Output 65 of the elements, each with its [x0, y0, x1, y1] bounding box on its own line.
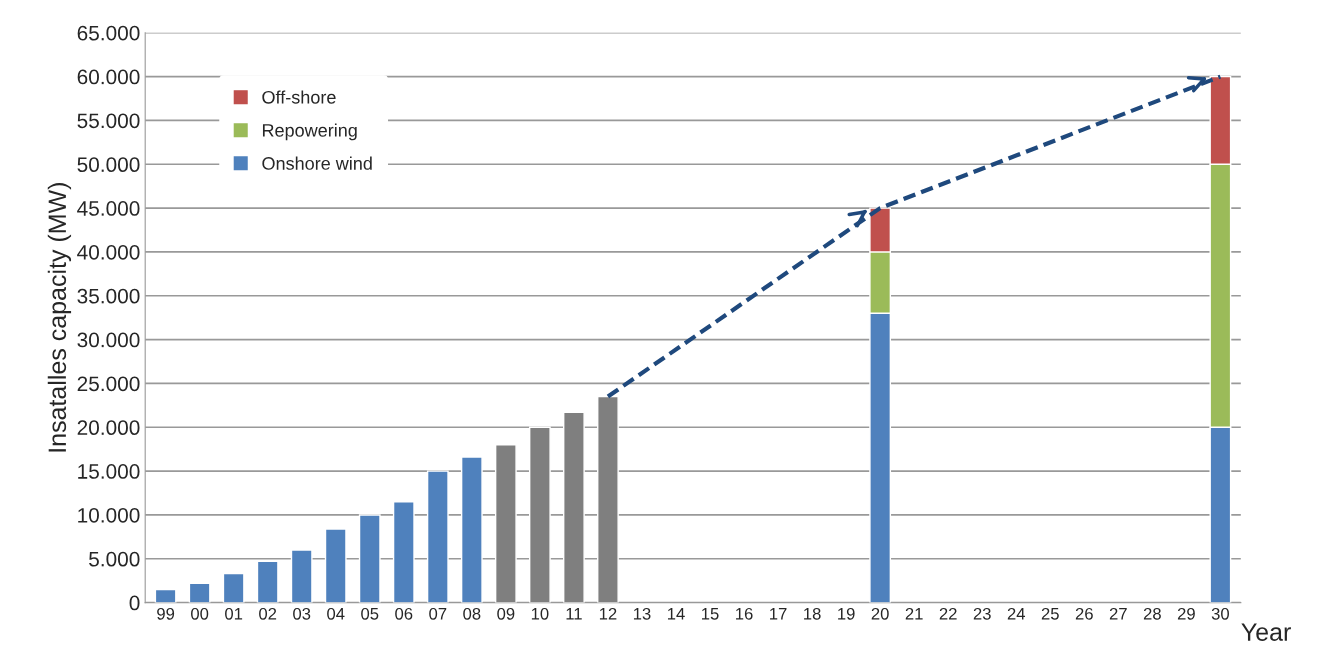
x-tick-label: 22	[939, 607, 957, 620]
x-tick-label: 29	[1177, 607, 1195, 620]
bar	[290, 549, 313, 603]
bar	[358, 514, 381, 603]
x-tick-label: 06	[395, 607, 413, 620]
x-tick-label: 99	[157, 607, 175, 620]
bar	[154, 588, 177, 603]
y-tick-label: 0	[129, 595, 140, 611]
bar	[222, 572, 245, 603]
x-tick-label: 25	[1041, 607, 1059, 620]
y-tick-label: 30.000	[77, 332, 140, 348]
x-tick-label: 20	[871, 607, 889, 620]
x-tick-label: 08	[463, 607, 481, 620]
x-tick-label: 24	[1007, 607, 1026, 620]
bar	[188, 582, 211, 603]
x-tick-label: 00	[191, 607, 209, 620]
bar	[392, 501, 415, 603]
y-tick-label: 35.000	[77, 288, 140, 304]
y-tick-label: 5.000	[89, 551, 140, 567]
legend-label: Off-shore	[262, 90, 336, 104]
x-tick-label: 14	[667, 608, 685, 620]
x-tick-label: 04	[327, 607, 345, 620]
x-tick-label: 28	[1143, 607, 1161, 620]
x-tick-label: 10	[531, 607, 549, 620]
x-tick-label: 02	[259, 607, 277, 620]
bar	[426, 470, 449, 603]
legend-label: Onshore wind	[262, 156, 372, 170]
y-axis-title: Insatalles capacity (MW)	[47, 183, 72, 452]
y-tick-label: 10.000	[78, 507, 140, 523]
x-tick-label: 15	[702, 608, 719, 620]
bar	[494, 444, 517, 603]
y-tick-label: 50.000	[77, 157, 140, 173]
x-tick-label: 21	[905, 607, 923, 620]
x-tick-label: 01	[225, 607, 243, 620]
x-tick-label: 16	[736, 607, 753, 620]
x-tick-label: 03	[293, 607, 311, 620]
bar	[597, 395, 619, 603]
x-tick-label: 12	[599, 607, 617, 620]
bar	[324, 528, 347, 603]
x-tick-label: 26	[1075, 607, 1093, 620]
bar	[563, 411, 585, 603]
x-tick-label: 07	[429, 607, 447, 620]
y-tick-label: 40.000	[77, 244, 140, 260]
bar	[460, 456, 483, 603]
y-tick-label: 55.000	[77, 113, 140, 129]
x-tick-label: 13	[633, 607, 651, 620]
y-tick-label: 45.000	[77, 201, 140, 216]
bar	[256, 560, 279, 603]
x-tick-label: 19	[838, 607, 855, 620]
x-tick-label: 27	[1109, 607, 1127, 620]
y-tick-label: 15.000	[78, 464, 140, 479]
y-tick-label: 60.000	[77, 69, 140, 85]
x-tick-label: 09	[497, 607, 515, 620]
y-tick-label: 20.000	[77, 420, 140, 436]
x-tick-label: 18	[804, 607, 821, 620]
y-tick-label: 65.000	[77, 25, 140, 41]
x-tick-label: 30	[1211, 607, 1229, 620]
x-tick-label: 17	[770, 608, 787, 620]
y-tick-label: 25.000	[77, 376, 140, 392]
x-axis-title: Year	[1241, 623, 1291, 641]
bar	[528, 426, 551, 603]
x-tick-label: 11	[566, 608, 582, 620]
x-tick-label: 23	[973, 607, 991, 620]
x-tick-label: 05	[361, 607, 379, 620]
legend-label: Repowering	[262, 123, 357, 141]
